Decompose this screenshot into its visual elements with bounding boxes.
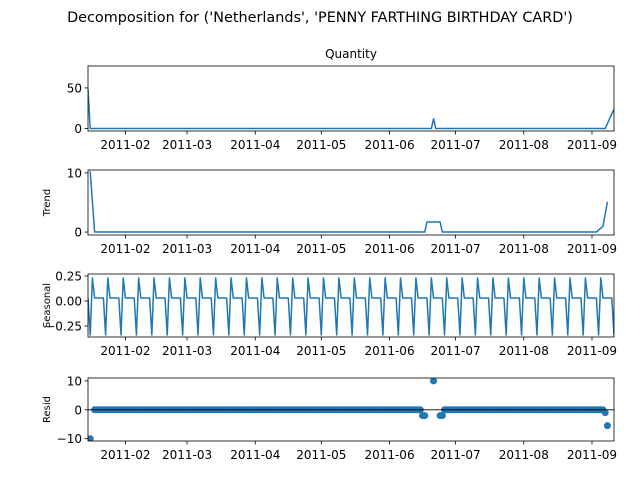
x-tick-label: 2011-09: [567, 448, 617, 462]
x-tick-label: 2011-07: [430, 242, 480, 256]
ylabel-seasonal: Seasonal: [42, 283, 53, 328]
series-line-quantity: [88, 89, 614, 130]
x-tick-label: 2011-05: [296, 448, 346, 462]
data-group-resid: [88, 378, 614, 441]
y-tick-label: 0.25: [55, 270, 82, 284]
data-group-seasonal: [88, 277, 614, 336]
panel-seasonal: Seasonal−0.25 0.00 0.25 2011-02 2011-03 2011-…: [42, 270, 617, 359]
x-tick-label: 2011-04: [230, 138, 280, 152]
y-tick-label: 50: [67, 81, 82, 95]
x-tick-label: 2011-05: [296, 242, 346, 256]
panel-quantity: Quantity 0 50 2011-02 2011-03 2011-04 2011-05 2…: [67, 47, 617, 152]
x-tick-label: 2011-03: [162, 448, 212, 462]
axes-frame-trend: [87, 169, 615, 236]
x-tick-label: 2011-07: [430, 344, 480, 358]
x-tick-label: 2011-08: [499, 448, 549, 462]
panel-title-quantity: Quantity: [325, 47, 377, 61]
x-tick-label: 2011-09: [567, 344, 617, 358]
axes-frame-quantity: [87, 65, 615, 132]
y-tick-label: 0: [74, 403, 82, 417]
x-tick-label: 2011-02: [100, 448, 150, 462]
x-tick-label: 2011-03: [162, 242, 212, 256]
y-tick-label: 10: [67, 166, 82, 180]
x-tick-label: 2011-03: [162, 344, 212, 358]
x-tick-label: 2011-06: [364, 344, 414, 358]
y-tick-label: −0.25: [45, 320, 82, 334]
x-tick-label: 2011-04: [230, 344, 280, 358]
y-tick-label: 10: [67, 374, 82, 388]
x-tick-label: 2011-09: [567, 138, 617, 152]
x-tick-label: 2011-02: [100, 344, 150, 358]
x-tick-label: 2011-03: [162, 138, 212, 152]
x-tick-label: 2011-07: [430, 138, 480, 152]
y-tick-label: −10: [57, 432, 82, 446]
x-tick-label: 2011-08: [499, 138, 549, 152]
x-tick-label: 2011-05: [296, 138, 346, 152]
x-tick-label: 2011-06: [364, 448, 414, 462]
resid-point: [421, 412, 429, 420]
x-tick-label: 2011-09: [567, 242, 617, 256]
resid-point: [430, 378, 438, 385]
figure-title: Decomposition for ('Netherlands', 'PENNY…: [67, 10, 573, 26]
series-line-seasonal: [88, 277, 614, 336]
x-tick-label: 2011-06: [364, 138, 414, 152]
x-tick-label: 2011-05: [296, 344, 346, 358]
data-group-trend: [89, 171, 609, 233]
panel-trend: Trend 0 10 2011-02 2011-03 2011-04 2011-05 2011…: [42, 166, 617, 256]
x-tick-label: 2011-08: [499, 344, 549, 358]
x-tick-label: 2011-02: [100, 242, 150, 256]
panels: Quantity 0 50 2011-02 2011-03 2011-04 2011-05 2…: [42, 47, 617, 462]
y-tick-label: 0: [74, 226, 82, 240]
panel-resid: Resid −10 0 10 2011-02 2011-03 2011-04 2011-05 2…: [42, 374, 617, 462]
x-tick-label: 2011-02: [100, 138, 150, 152]
resid-point: [438, 412, 446, 420]
data-group-quantity: [88, 89, 614, 130]
y-tick-label: 0.00: [55, 295, 82, 309]
x-tick-label: 2011-04: [230, 242, 280, 256]
x-tick-label: 2011-04: [230, 448, 280, 462]
resid-point: [601, 409, 609, 417]
ylabel-resid: Resid: [42, 396, 53, 423]
series-line-trend: [89, 171, 609, 233]
x-tick-label: 2011-08: [499, 242, 549, 256]
resid-point: [603, 422, 611, 430]
x-tick-label: 2011-07: [430, 448, 480, 462]
ylabel-trend: Trend: [42, 189, 53, 217]
axes-frame-seasonal: [87, 273, 615, 338]
resid-point: [88, 435, 94, 441]
y-tick-label: 0: [74, 122, 82, 136]
x-tick-label: 2011-06: [364, 242, 414, 256]
